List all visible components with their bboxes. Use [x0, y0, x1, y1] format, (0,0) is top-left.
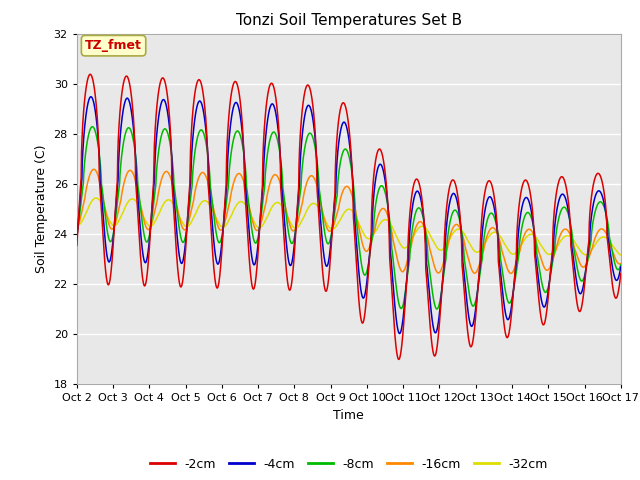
X-axis label: Time: Time [333, 408, 364, 421]
Y-axis label: Soil Temperature (C): Soil Temperature (C) [35, 144, 48, 273]
Legend: -2cm, -4cm, -8cm, -16cm, -32cm: -2cm, -4cm, -8cm, -16cm, -32cm [145, 453, 553, 476]
Text: TZ_fmet: TZ_fmet [85, 39, 142, 52]
Title: Tonzi Soil Temperatures Set B: Tonzi Soil Temperatures Set B [236, 13, 462, 28]
